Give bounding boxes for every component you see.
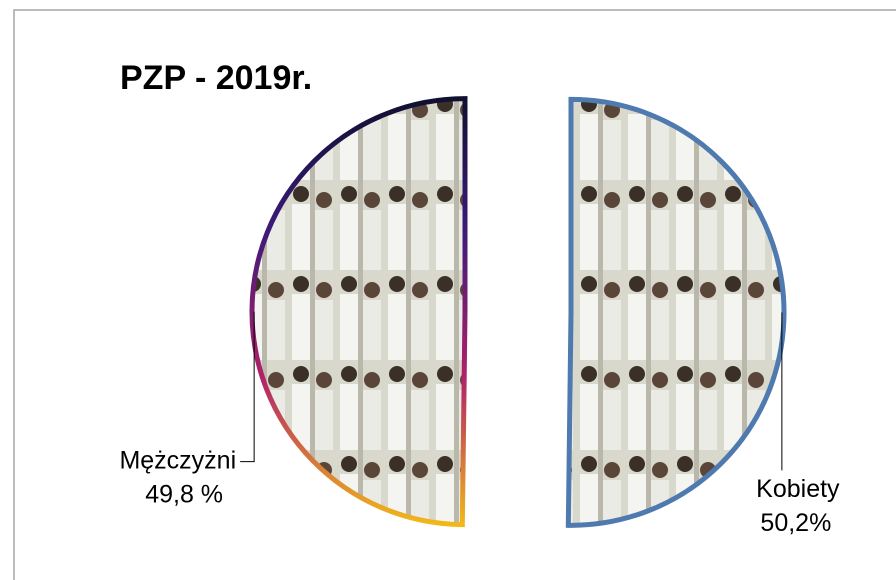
pie-slice [249,96,468,528]
slice-label: Mężczyżni [119,446,236,474]
chart-title: PZP - 2019r. [120,59,312,97]
pie-slice [565,96,787,528]
value-label: 49,8 % [145,480,223,508]
leader-line [240,311,255,463]
slice-label: Kobiety [756,475,840,503]
value-label: 50,2% [760,509,831,537]
